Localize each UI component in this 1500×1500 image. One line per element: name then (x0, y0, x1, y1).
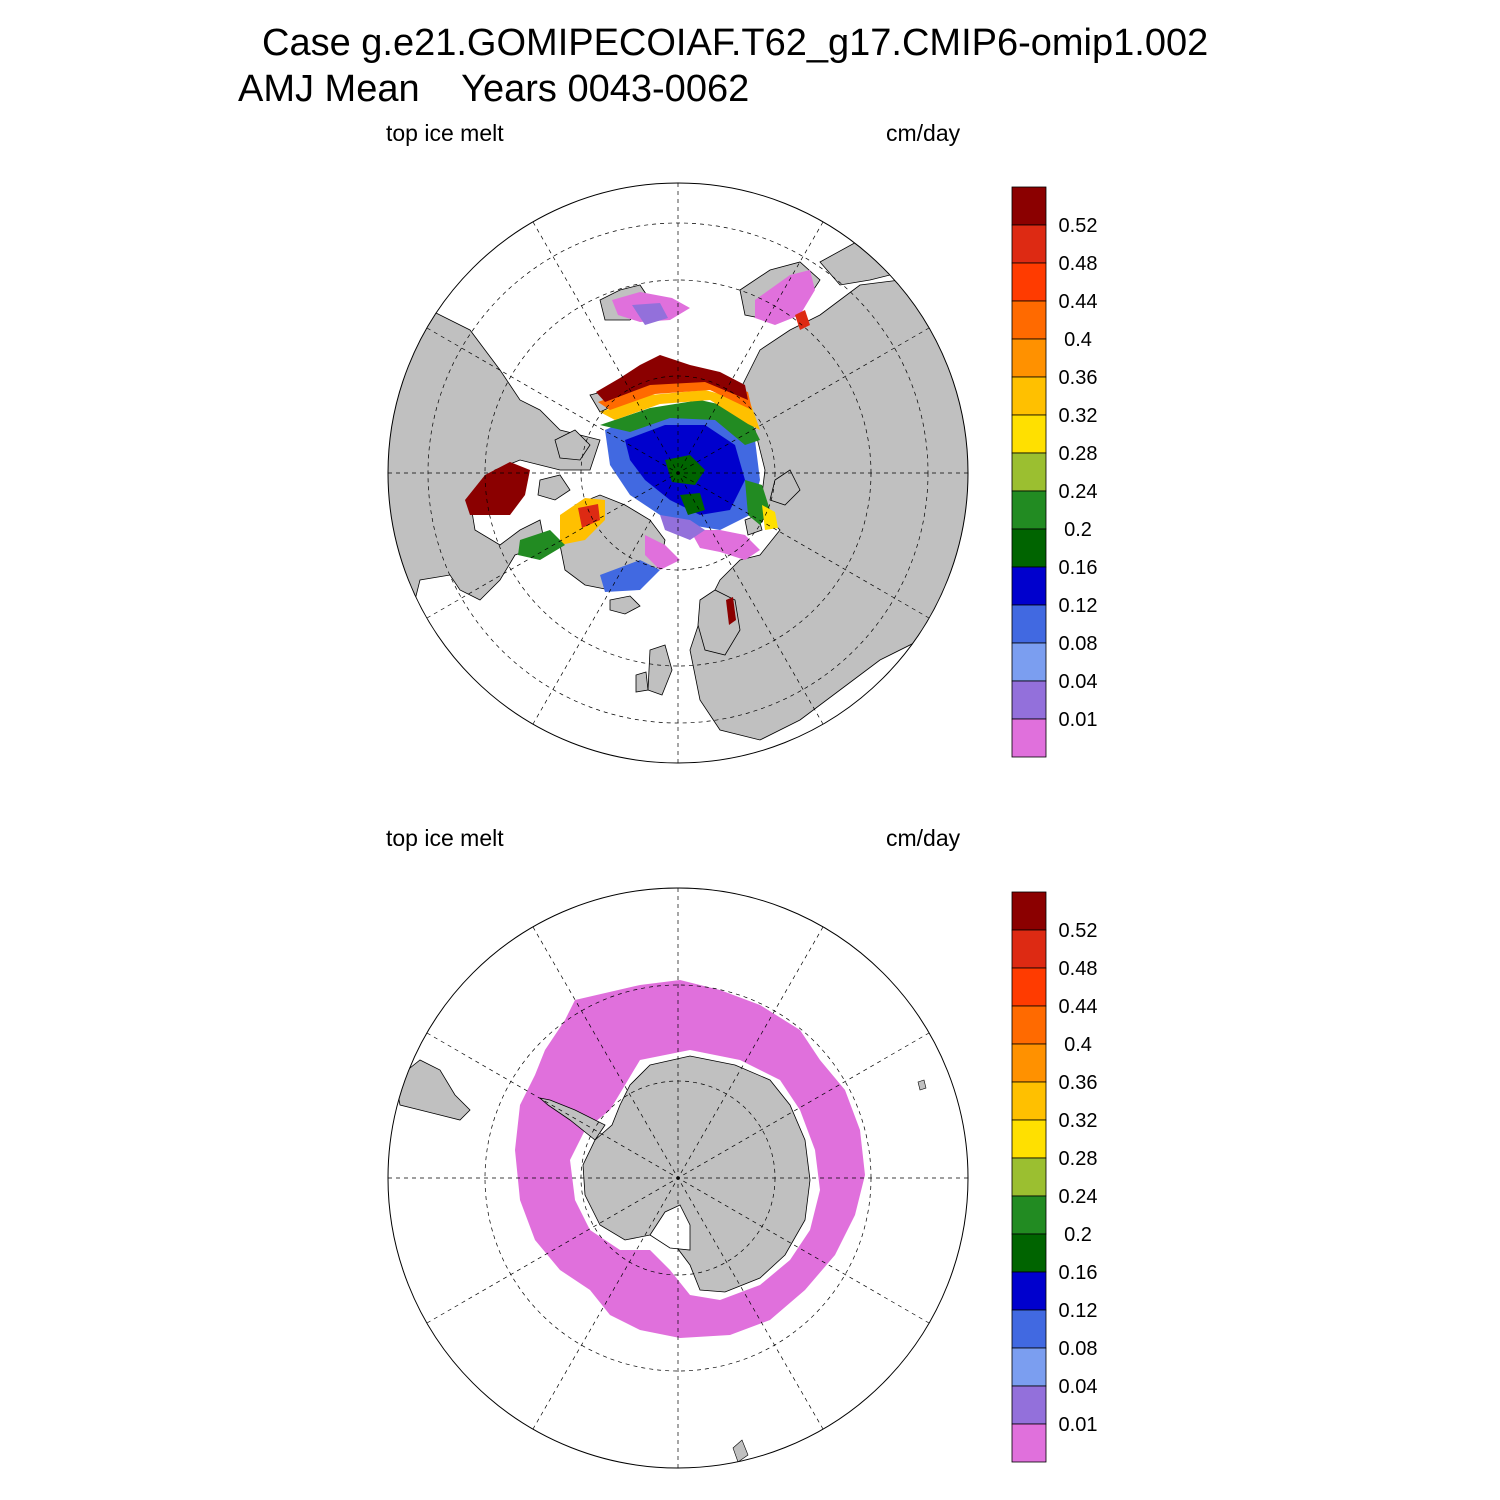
south-units-label: cm/day (886, 825, 961, 851)
south-colorbar-swatch (1011, 1005, 1047, 1045)
north-colorbar-tick-label: 0.12 (1059, 595, 1098, 617)
north-colorbar-swatch (1011, 490, 1047, 530)
north-colorbar-tick-label: 0.4 (1064, 329, 1092, 351)
south-colorbar-swatch (1011, 891, 1047, 931)
north-colorbar-tick-label: 0.24 (1059, 481, 1098, 503)
greenland-sea-melt-purple (660, 515, 705, 540)
north-colorbar-tick-label: 0.01 (1059, 709, 1098, 731)
barents-melt (645, 535, 680, 570)
new-zealand-tip (732, 1439, 749, 1463)
south-map-boundary (387, 887, 969, 1469)
east-greenland-melt-yellow (762, 505, 778, 530)
north-colorbar-tick-label: 0.48 (1059, 253, 1098, 275)
antarctic-sea-ice-ring (515, 980, 865, 1338)
siberian-coast-orange (598, 378, 752, 410)
antarctic-peninsula (538, 1097, 606, 1141)
south-colorbar-swatch (1011, 1423, 1047, 1463)
south-colorbar-swatch (1011, 967, 1047, 1007)
south-colorbar-swatch (1011, 1157, 1047, 1197)
okhotsk-melt-red (795, 310, 810, 330)
south-colorbar: 0.52 0.48 0.44 0.4 0.36 0.32 0.28 0.24 0.2 0.16 0.… (1011, 891, 1098, 1463)
north-colorbar-tick-label: 0.2 (1064, 519, 1092, 541)
north-graticule (388, 183, 968, 763)
south-colorbar-swatch (1011, 1271, 1047, 1311)
south-colorbar-tick-label: 0.16 (1059, 1262, 1098, 1284)
bering-sea-melt-purple (632, 303, 668, 325)
north-colorbar-tick-label: 0.52 (1059, 215, 1098, 237)
greenland-sea-melt (690, 530, 760, 560)
south-colorbar-swatch (1011, 1309, 1047, 1349)
south-america (394, 1059, 471, 1121)
south-colorbar-tick-label: 0.52 (1059, 920, 1098, 942)
hudson-bay-melt (465, 462, 530, 515)
siberian-coast-red (596, 355, 748, 402)
south-colorbar-tick-label: 0.28 (1059, 1148, 1098, 1170)
north-colorbar-swatch (1011, 186, 1047, 226)
siberian-coast-yellow (600, 390, 760, 430)
north-variable-label: top ice melt (386, 120, 504, 146)
south-colorbar-tick-label: 0.36 (1059, 1072, 1098, 1094)
north-colorbar-swatch (1011, 262, 1047, 302)
south-colorbar-swatch (1011, 1081, 1047, 1121)
south-variable-label: top ice melt (386, 825, 504, 851)
south-colorbar-swatch (1011, 1043, 1047, 1083)
north-colorbar-tick-label: 0.44 (1059, 291, 1098, 313)
north-colorbar-tick-label: 0.28 (1059, 443, 1098, 465)
figure-subtitle: AMJ Mean Years 0043-0062 (238, 68, 750, 110)
north-colorbar-swatch (1011, 224, 1047, 264)
south-colorbar-tick-label: 0.24 (1059, 1186, 1098, 1208)
south-colorbar-swatch (1011, 1385, 1047, 1425)
north-colorbar-swatch (1011, 718, 1047, 758)
north-colorbar-tick-label: 0.04 (1059, 671, 1098, 693)
south-colorbar-tick-label: 0.4 (1064, 1034, 1092, 1056)
south-polar-map (387, 887, 969, 1469)
north-colorbar-swatch (1011, 414, 1047, 454)
ross-ice-shelf (649, 1204, 691, 1251)
north-colorbar-swatch (1011, 338, 1047, 378)
antarctica (582, 1055, 811, 1293)
south-colorbar-tick-label: 0.08 (1059, 1338, 1098, 1360)
south-colorbar-swatch (1011, 1119, 1047, 1159)
south-colorbar-tick-label: 0.01 (1059, 1414, 1098, 1436)
north-colorbar-swatch (1011, 376, 1047, 416)
north-melt-field (465, 270, 815, 625)
south-colorbar-tick-label: 0.2 (1064, 1224, 1092, 1246)
figure-title: Case g.e21.GOMIPECOIAF.T62_g17.CMIP6-omi… (262, 22, 1209, 64)
north-colorbar-swatch (1011, 642, 1047, 682)
north-map-boundary (387, 182, 969, 764)
north-colorbar-tick-label: 0.32 (1059, 405, 1098, 427)
north-polar-map (387, 182, 969, 764)
south-colorbar-tick-label: 0.32 (1059, 1110, 1098, 1132)
siberian-coast-green (600, 400, 760, 445)
davis-strait-melt (600, 560, 660, 592)
okhotsk-melt (755, 270, 815, 325)
baffin-bay-melt-red (578, 504, 600, 528)
south-colorbar-tick-label: 0.12 (1059, 1300, 1098, 1322)
north-colorbar-tick-label: 0.08 (1059, 633, 1098, 655)
north-colorbar-swatch (1011, 566, 1047, 606)
south-colorbar-tick-label: 0.44 (1059, 996, 1098, 1018)
north-colorbar-tick-label: 0.36 (1059, 367, 1098, 389)
north-colorbar-swatch (1011, 300, 1047, 340)
south-colorbar-swatch (1011, 1195, 1047, 1235)
north-colorbar-swatch (1011, 452, 1047, 492)
labrador-melt (518, 530, 565, 560)
south-colorbar-swatch (1011, 929, 1047, 969)
north-colorbar-swatch (1011, 604, 1047, 644)
south-colorbar-swatch (1011, 1233, 1047, 1273)
south-colorbar-tick-label: 0.04 (1059, 1376, 1098, 1398)
south-colorbar-swatch (1011, 1347, 1047, 1387)
north-colorbar-tick-label: 0.16 (1059, 557, 1098, 579)
north-units-label: cm/day (886, 120, 961, 146)
sub-antarctic-island (917, 1079, 927, 1091)
south-colorbar-tick-label: 0.48 (1059, 958, 1098, 980)
north-colorbar-swatch (1011, 528, 1047, 568)
south-graticule (388, 888, 968, 1468)
north-colorbar-swatch (1011, 680, 1047, 720)
central-arctic-melt-green (665, 455, 705, 485)
north-colorbar: 0.52 0.48 0.44 0.4 0.36 0.32 0.28 0.24 0.2 0.16 0.… (1011, 186, 1098, 758)
bothnia-melt (726, 597, 736, 625)
